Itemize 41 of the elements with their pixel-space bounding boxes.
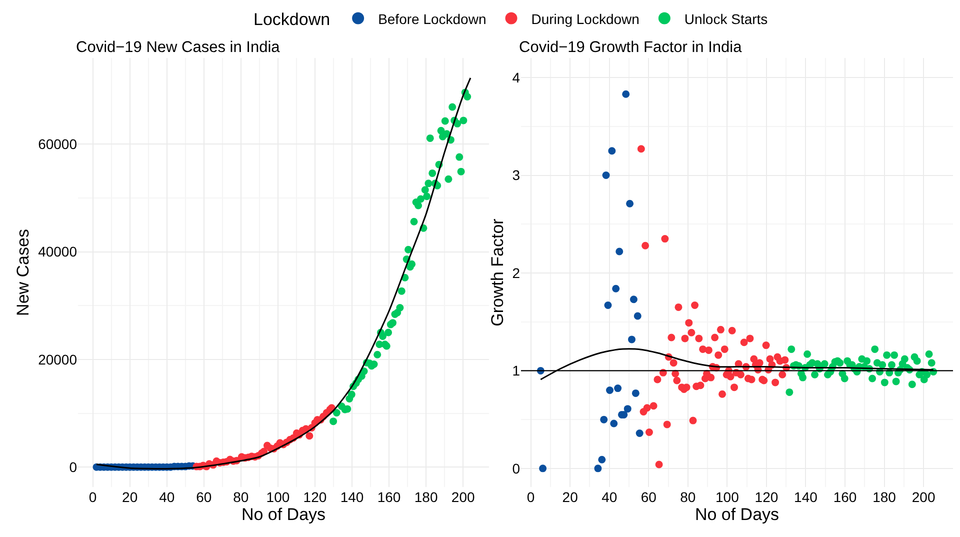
x-tick-label: 40 (159, 489, 175, 505)
x-tick-label: 200 (912, 489, 936, 505)
x-tick-label: 180 (872, 489, 896, 505)
legend-label: Unlock Starts (684, 10, 768, 27)
y-axis-title: New Cases (14, 229, 33, 316)
legend-label: Before Lockdown (378, 10, 486, 27)
x-tick-label: 160 (377, 489, 401, 505)
y-tick-label: 3 (512, 167, 520, 184)
x-tick-label: 120 (303, 489, 327, 505)
y-tick-label: 4 (512, 69, 520, 86)
y-tick-label: 0 (512, 460, 520, 476)
x-tick-label: 180 (414, 489, 438, 505)
x-tick-label: 0 (526, 489, 535, 505)
y-tick-label: 1 (512, 362, 520, 379)
legend-label: During Lockdown (531, 10, 640, 27)
x-tick-label: 60 (196, 489, 212, 505)
x-tick-label: 160 (833, 489, 857, 505)
x-tick-label: 40 (602, 489, 618, 505)
y-tick-label: 0 (69, 458, 78, 475)
x-tick-label: 20 (122, 489, 138, 505)
x-tick-label: 200 (451, 489, 475, 505)
y-tick-label: 20000 (38, 351, 78, 368)
x-tick-label: 100 (716, 489, 740, 505)
x-tick-label: 80 (233, 489, 249, 505)
x-axis-title: No of Days (241, 505, 326, 524)
chart-title: Covid−19 Growth Factor in India (519, 39, 742, 56)
y-tick-label: 2 (512, 264, 520, 281)
x-tick-label: 140 (340, 489, 364, 505)
chart-title: Covid−19 New Cases in India (76, 39, 280, 56)
y-tick-label: 40000 (38, 244, 78, 260)
x-axis-title: No of Days (694, 505, 780, 524)
x-tick-label: 80 (680, 489, 696, 505)
y-axis-title: Growth Factor (488, 218, 507, 326)
x-tick-label: 100 (266, 489, 290, 505)
x-tick-label: 140 (794, 489, 818, 505)
x-tick-label: 20 (562, 489, 578, 505)
y-tick-label: 60000 (38, 136, 78, 152)
x-tick-label: 60 (640, 489, 657, 505)
x-tick-label: 0 (88, 489, 97, 505)
legend-title: Lockdown (254, 10, 330, 29)
x-tick-label: 120 (754, 489, 778, 505)
